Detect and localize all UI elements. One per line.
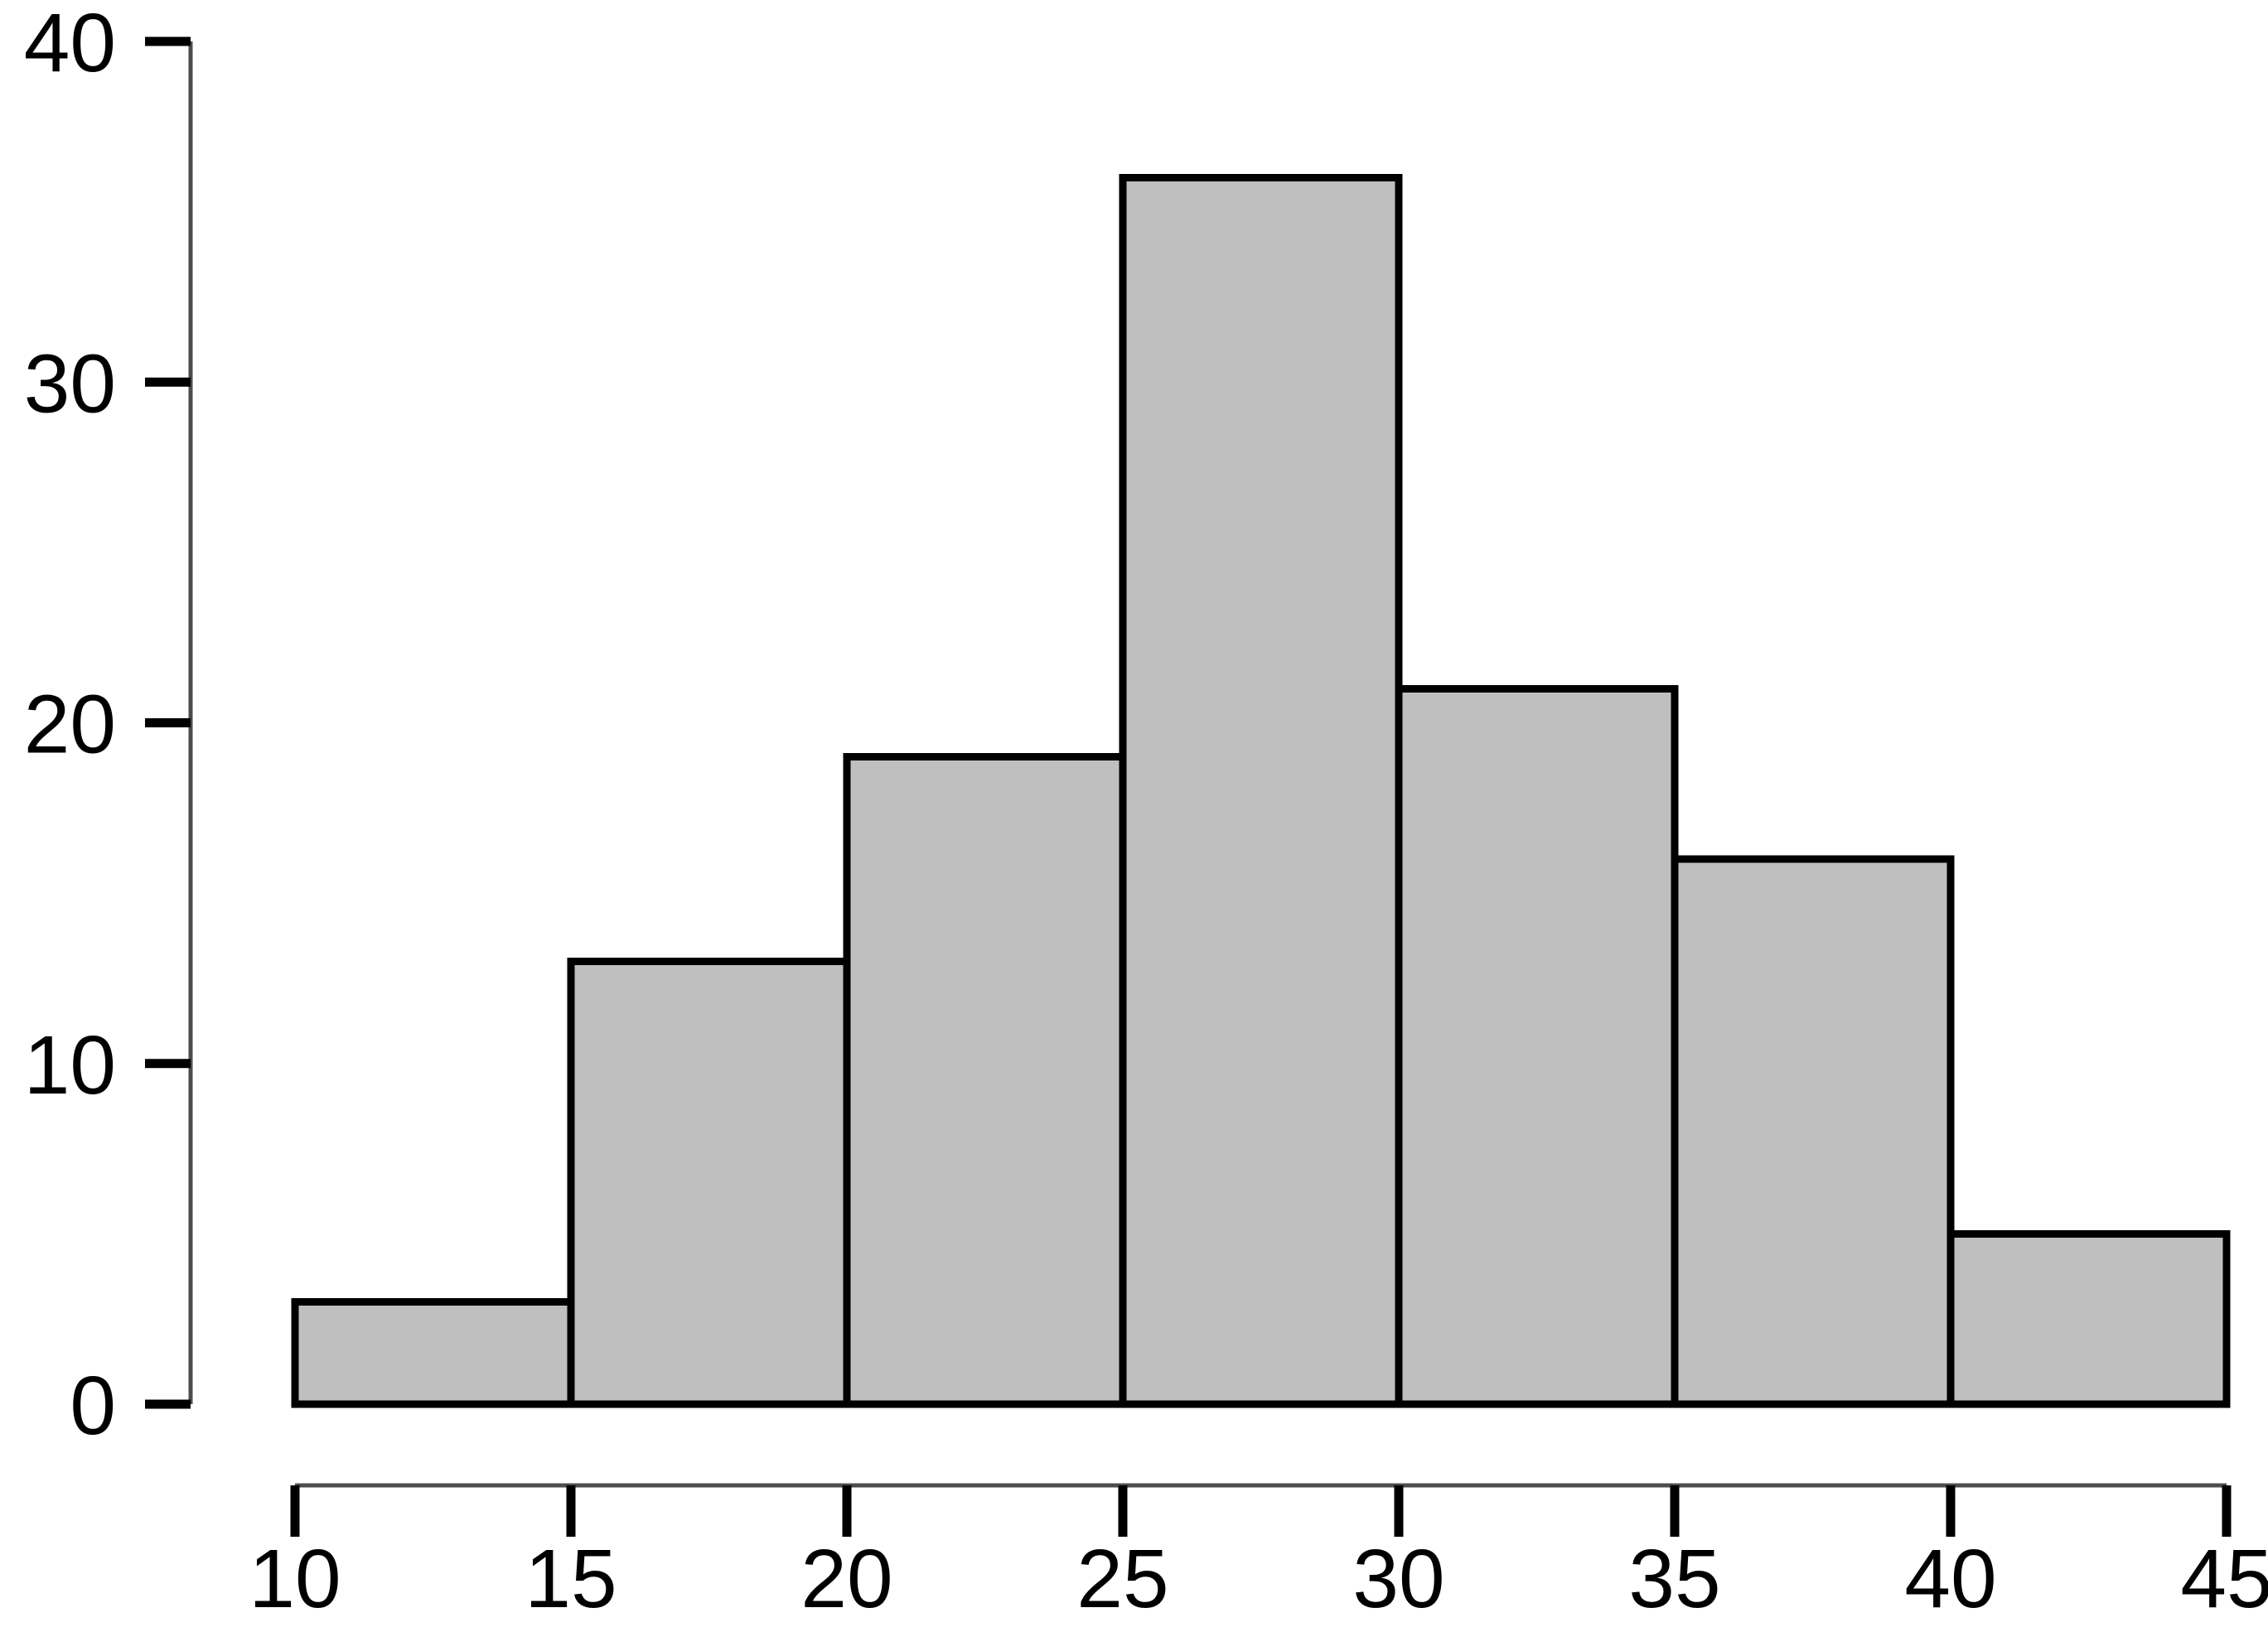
y-tick-label: 30 — [24, 337, 116, 430]
x-tick-label: 20 — [800, 1533, 892, 1625]
y-tick-label: 0 — [70, 1359, 116, 1452]
histogram-bar — [567, 957, 851, 1408]
bars-group — [291, 174, 2231, 1408]
histogram-bar — [1395, 684, 1679, 1408]
y-tick-label: 10 — [24, 1019, 116, 1112]
histogram-bar — [1671, 855, 1955, 1408]
x-tick-label: 10 — [249, 1533, 341, 1625]
histogram-bar — [1119, 174, 1403, 1408]
x-tick-label: 15 — [525, 1533, 617, 1625]
y-tick-label: 40 — [24, 0, 116, 89]
x-axis: 10 15 20 25 30 35 40 45 — [249, 1483, 2268, 1625]
histogram-bar — [843, 753, 1127, 1408]
y-axis: 0 10 20 30 40 — [24, 0, 193, 1452]
histogram-bar — [291, 1298, 575, 1408]
x-tick-label: 40 — [1904, 1533, 1996, 1625]
y-tick-label: 20 — [24, 678, 116, 771]
x-tick-label: 30 — [1352, 1533, 1444, 1625]
x-tick-label: 25 — [1076, 1533, 1168, 1625]
x-tick-label: 35 — [1628, 1533, 1720, 1625]
x-tick-label: 45 — [2180, 1533, 2268, 1625]
histogram-bar — [1946, 1229, 2231, 1408]
